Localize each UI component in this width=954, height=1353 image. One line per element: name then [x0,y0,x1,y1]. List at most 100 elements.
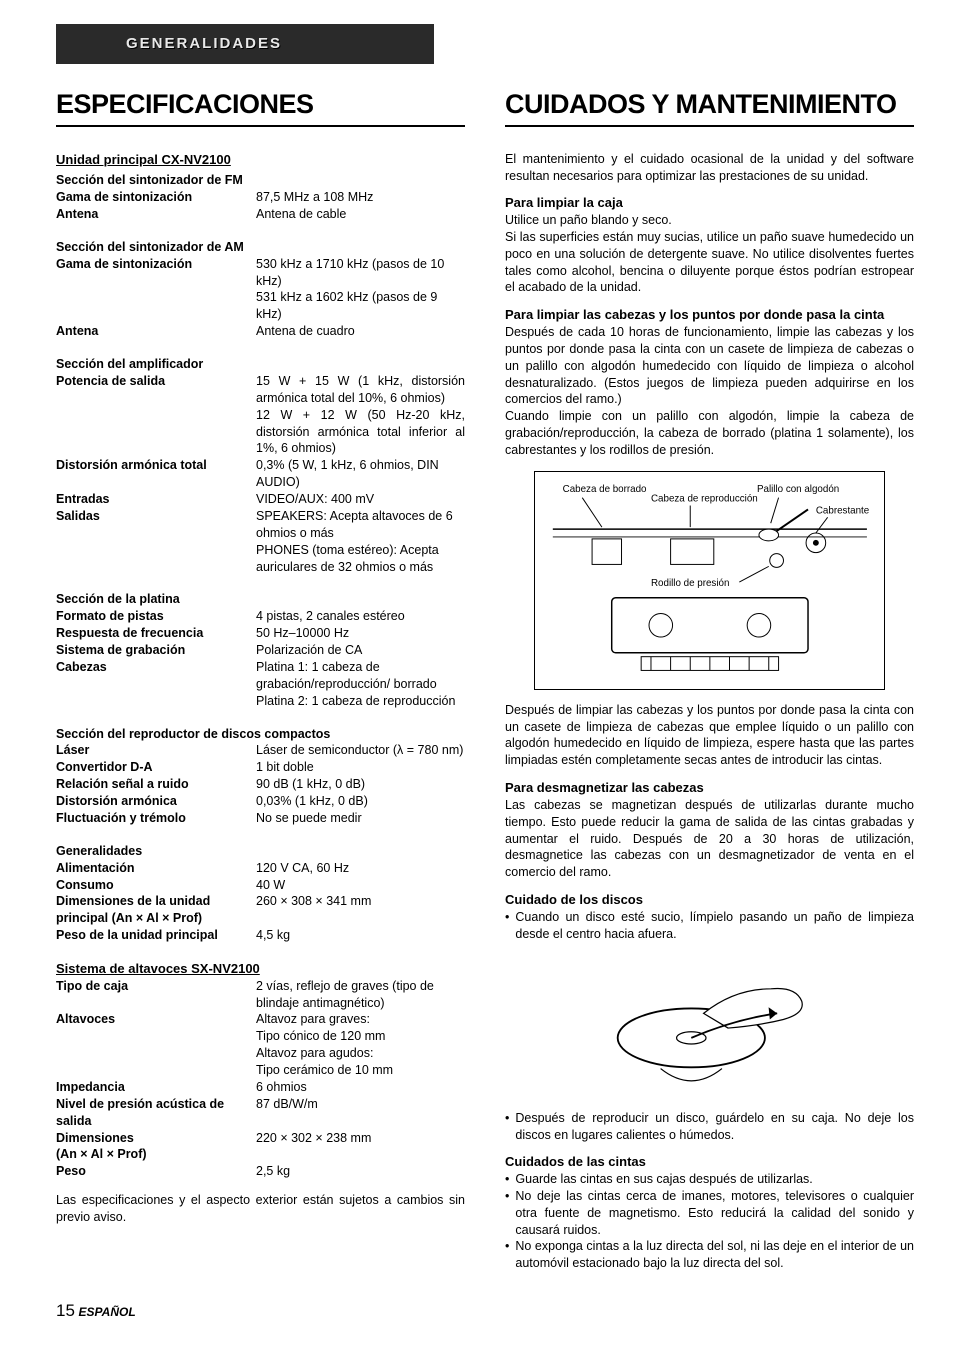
diag-capstan-label: Cabrestante [816,505,870,516]
spec-value: 6 ohmios [256,1079,465,1096]
spec-label: Convertidor D-A [56,759,256,776]
spec-value: Láser de semiconductor (λ = 780 nm) [256,742,465,759]
spec-label: Dimensiones de la unidad principal (An ×… [56,893,256,927]
diag-pinch-label: Rodillo de presión [651,578,729,589]
spec-label: Entradas [56,491,256,508]
spec-label: Antena [56,323,256,340]
spec-label: Consumo [56,877,256,894]
bullet-list: Cuando un disco esté sucio, límpielo pas… [505,909,914,943]
bullet-item: Guarde las cintas en sus cajas después d… [505,1171,914,1188]
bullet-item: Cuando un disco esté sucio, límpielo pas… [505,909,914,943]
intro-paragraph: El mantenimiento y el cuidado ocasional … [505,151,914,185]
spec-row: Peso de la unidad principal 4,5 kg [56,927,465,944]
paragraph: Después de cada 10 horas de funcionamien… [505,324,914,408]
spec-label: Formato de pistas [56,608,256,625]
demag-title: Para desmagnetizar las cabezas [505,779,914,797]
spec-value: 90 dB (1 kHz, 0 dB) [256,776,465,793]
spec-row: Dimensiones(An × Al × Prof) 220 × 302 × … [56,1130,465,1164]
disc-care-title: Cuidado de los discos [505,891,914,909]
spec-value: Altavoz para graves:Tipo cónico de 120 m… [256,1011,465,1079]
spec-row: Distorsión armónica total 0,3% (5 W, 1 k… [56,457,465,491]
spec-row: Gama de sintonización 530 kHz a 1710 kHz… [56,256,465,324]
spec-row: Altavoces Altavoz para graves:Tipo cónic… [56,1011,465,1079]
spec-label: Láser [56,742,256,759]
main-unit-title: Unidad principal CX-NV2100 [56,151,465,169]
bullet-item: No deje las cintas cerca de imanes, moto… [505,1188,914,1239]
am-section-title: Sección del sintonizador de AM [56,239,465,256]
bullet-list: Después de reproducir un disco, guárdelo… [505,1110,914,1144]
page-number: 15 [56,1301,75,1320]
general-section-title: Generalidades [56,843,465,860]
spec-row: Láser Láser de semiconductor (λ = 780 nm… [56,742,465,759]
left-column: ESPECIFICACIONES Unidad principal CX-NV2… [56,86,465,1272]
spec-row: Cabezas Platina 1: 1 cabeza de grabación… [56,659,465,710]
spec-label: Antena [56,206,256,223]
spec-label: Respuesta de frecuencia [56,625,256,642]
tape-diagram-svg: Cabeza de borrado Cabeza de reproducción… [543,480,877,676]
spec-value: 0,3% (5 W, 1 kHz, 6 ohmios, DIN AUDIO) [256,457,465,491]
deck-section-title: Sección de la platina [56,591,465,608]
spec-label: Cabezas [56,659,256,676]
language-label: ESPAÑOL [79,1305,136,1319]
spec-value: Antena de cable [256,206,465,223]
bullet-item: No exponga cintas a la luz directa del s… [505,1238,914,1272]
spec-row: Respuesta de frecuencia 50 Hz–10000 Hz [56,625,465,642]
page-footer: 15 ESPAÑOL [56,1300,914,1323]
spec-value: 40 W [256,877,465,894]
bullet-list: Guarde las cintas en sus cajas después d… [505,1171,914,1272]
paragraph: Después de limpiar las cabezas y los pun… [505,702,914,770]
spec-row: Convertidor D-A 1 bit doble [56,759,465,776]
spec-row: Antena Antena de cuadro [56,323,465,340]
spec-label: Alimentación [56,860,256,877]
fm-section-title: Sección del sintonizador de FM [56,172,465,189]
spec-row: Salidas SPEAKERS: Acepta altavoces de 6 … [56,508,465,576]
spec-label: Altavoces [56,1011,256,1028]
spec-label: Peso de la unidad principal [56,927,256,944]
spec-value: 120 V CA, 60 Hz [256,860,465,877]
spec-label: Gama de sintonización [56,189,256,206]
spec-value: 50 Hz–10000 Hz [256,625,465,642]
spec-row: Nivel de presión acústica de salida 87 d… [56,1096,465,1130]
spec-row: Fluctuación y trémolo No se puede medir [56,810,465,827]
spec-label: Sistema de grabación [56,642,256,659]
spec-value: 2,5 kg [256,1163,465,1180]
spec-row: Antena Antena de cable [56,206,465,223]
spec-value: Polarización de CA [256,642,465,659]
spec-value: 4,5 kg [256,927,465,944]
spec-value: VIDEO/AUX: 400 mV [256,491,465,508]
spec-value: 220 × 302 × 238 mm [256,1130,465,1147]
amp-section-title: Sección del amplificador [56,356,465,373]
spec-row: Gama de sintonización 87,5 MHz a 108 MHz [56,189,465,206]
diag-erase-label: Cabeza de borrado [562,484,646,495]
spec-label: Distorsión armónica total [56,457,256,474]
specs-note: Las especificaciones y el aspecto exteri… [56,1192,465,1226]
spec-value: Platina 1: 1 cabeza de grabación/reprodu… [256,659,465,710]
paragraph: Cuando limpie con un palillo con algodón… [505,408,914,459]
spec-value: 4 pistas, 2 canales estéreo [256,608,465,625]
spec-label: Gama de sintonización [56,256,256,273]
paragraph: Utilice un paño blando y seco. [505,212,914,229]
diag-swab-label: Palillo con algodón [757,484,839,495]
spec-row: Tipo de caja 2 vías, reflejo de graves (… [56,978,465,1012]
spec-value: 260 × 308 × 341 mm [256,893,465,910]
spec-row: Formato de pistas 4 pistas, 2 canales es… [56,608,465,625]
right-column: CUIDADOS Y MANTENIMIENTO El mantenimient… [505,86,914,1272]
spec-label: Distorsión armónica [56,793,256,810]
spec-row: Consumo 40 W [56,877,465,894]
clean-case-title: Para limpiar la caja [505,194,914,212]
care-heading: CUIDADOS Y MANTENIMIENTO [505,86,914,126]
spec-value: 87,5 MHz a 108 MHz [256,189,465,206]
disc-diagram-svg [587,952,832,1099]
speaker-system-title: Sistema de altavoces SX-NV2100 [56,960,465,978]
spec-value: 0,03% (1 kHz, 0 dB) [256,793,465,810]
spec-row: Relación señal a ruido 90 dB (1 kHz, 0 d… [56,776,465,793]
spec-label: Potencia de salida [56,373,256,390]
spec-value: 15 W + 15 W (1 kHz, distorsión armónica … [256,373,465,457]
spec-value: 530 kHz a 1710 kHz (pasos de 10 kHz)531 … [256,256,465,324]
bullet-item: Después de reproducir un disco, guárdelo… [505,1110,914,1144]
tape-mechanism-diagram: Cabeza de borrado Cabeza de reproducción… [534,471,886,690]
spec-value: No se puede medir [256,810,465,827]
spec-row: Peso 2,5 kg [56,1163,465,1180]
spec-label: Salidas [56,508,256,525]
clean-heads-title: Para limpiar las cabezas y los puntos po… [505,306,914,324]
